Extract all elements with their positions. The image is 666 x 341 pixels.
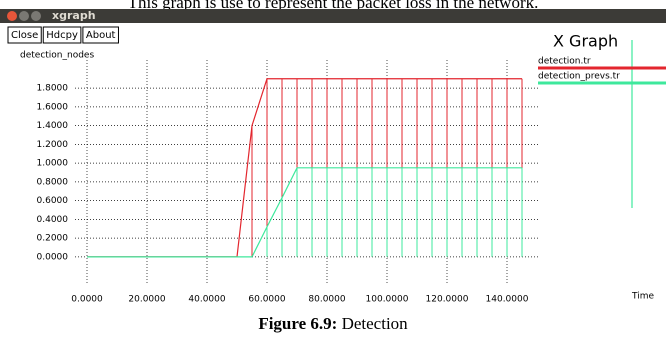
y-tick-label: 0.2000 — [37, 234, 69, 244]
button[interactable] — [42, 26, 82, 44]
y-tick-label: 1.0000 — [37, 159, 69, 169]
x-tick-label: 120.0000 — [426, 295, 469, 305]
y-tick-label: 0.8000 — [37, 177, 69, 187]
close-dot[interactable] — [7, 11, 17, 21]
title-bar — [0, 9, 666, 23]
top-text: This graph is use to represent the packe… — [128, 0, 539, 12]
y-tick-label: 1.2000 — [37, 140, 69, 150]
button-label: Hdcpy — [46, 30, 78, 41]
chart-title: X Graph — [553, 32, 618, 51]
x-axis-label: Time — [631, 292, 654, 302]
caption-label: Figure 6.9: — [258, 314, 337, 333]
button[interactable] — [7, 26, 42, 44]
y-tick-label: 0.4000 — [37, 215, 69, 225]
caption-text: Detection — [342, 314, 409, 333]
y-tick-label: 0.0000 — [37, 252, 69, 262]
x-tick-label: 80.0000 — [308, 295, 345, 305]
legend-label: detection.tr — [538, 57, 591, 67]
button-label: Close — [11, 30, 38, 41]
min-dot[interactable] — [19, 11, 29, 21]
y-tick-label: 1.6000 — [37, 102, 69, 112]
y-axis-label: detection_nodes — [20, 51, 94, 61]
series-line — [87, 167, 522, 258]
y-tick-label: 1.4000 — [37, 121, 69, 131]
caption: Figure 6.9: Detection — [258, 314, 408, 333]
x-tick-label: 0.0000 — [71, 295, 103, 305]
x-tick-label: 20.0000 — [128, 295, 165, 305]
series-line — [87, 78, 522, 258]
button[interactable] — [82, 26, 119, 44]
y-tick-label: 0.6000 — [37, 196, 69, 206]
y-tick-label: 1.8000 — [37, 84, 69, 94]
max-dot[interactable] — [31, 11, 41, 21]
x-tick-label: 40.0000 — [188, 295, 225, 305]
x-tick-label: 140.0000 — [486, 295, 529, 305]
x-tick-label: 60.0000 — [248, 295, 285, 305]
x-tick-label: 100.0000 — [366, 295, 409, 305]
button-label: About — [86, 30, 116, 41]
legend-label: detection_prevs.tr — [538, 72, 620, 82]
window-title: xgraph — [52, 9, 96, 22]
